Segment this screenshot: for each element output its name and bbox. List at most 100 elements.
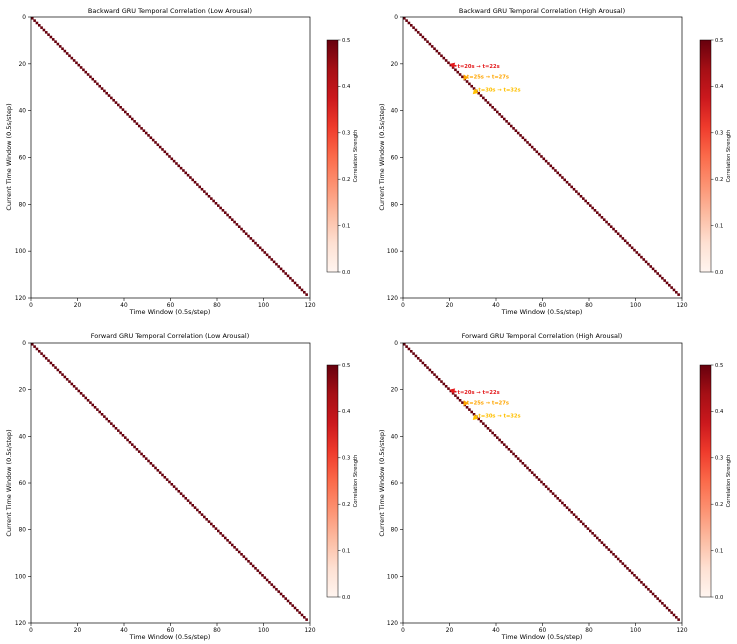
heatmap-cell [279, 592, 283, 596]
heatmap-cell [233, 220, 236, 224]
heatmap-cell [498, 113, 501, 116]
colorbar-tick-label: 0.2 [342, 502, 350, 508]
heatmap-cell [226, 539, 229, 542]
heatmap-cell [168, 480, 171, 484]
panel-title: Forward GRU Temporal Correlation (High A… [462, 332, 623, 340]
panel-title: Forward GRU Temporal Correlation (Low Ar… [91, 332, 250, 340]
heatmap-cell [461, 401, 464, 404]
heatmap-cell [130, 117, 134, 121]
heatmap-cell [147, 134, 150, 137]
heatmap-cell [263, 576, 267, 579]
x-tick-label: 100 [258, 303, 269, 309]
heatmap-cell [549, 490, 553, 493]
heatmap-cell [221, 534, 225, 537]
heatmap-cell [456, 70, 460, 74]
y-tick-label: 40 [19, 109, 27, 115]
heatmap-cell [626, 567, 629, 570]
heatmap-cell [54, 40, 57, 44]
x-tick-label: 40 [492, 303, 500, 309]
heatmap-cell [602, 543, 606, 547]
heatmap-cell [200, 187, 204, 191]
heatmap-cell [635, 576, 639, 579]
heatmap-cell [98, 84, 101, 88]
heatmap-cell [154, 466, 157, 470]
heatmap-cell [247, 234, 250, 238]
heatmap-cell [124, 436, 127, 439]
heatmap-cell [175, 162, 178, 165]
x-tick-label: 40 [120, 628, 128, 634]
heatmap-cell [605, 546, 608, 549]
heatmap-cell [277, 265, 281, 268]
heatmap-cell [563, 178, 566, 182]
heatmap-cell [568, 508, 571, 512]
heatmap-cell [519, 459, 522, 463]
heatmap-cell [421, 361, 425, 365]
heatmap-cell [117, 429, 120, 432]
heatmap-cell [124, 110, 127, 114]
heatmap-cell [614, 555, 618, 558]
heatmap-cell [586, 201, 590, 205]
annotation-arrowhead [449, 62, 456, 69]
heatmap-cell [472, 87, 476, 90]
x-tick-label: 40 [120, 303, 128, 309]
heatmap-cell [154, 141, 157, 144]
x-tick-label: 0 [401, 628, 405, 634]
heatmap-cell [112, 424, 115, 428]
heatmap-cell [637, 578, 641, 582]
heatmap-cell [512, 452, 515, 456]
heatmap-cell [207, 194, 211, 198]
heatmap-cell [579, 194, 583, 198]
heatmap-cell [189, 501, 192, 505]
colorbar-tick-label: 0.5 [715, 363, 723, 369]
heatmap-cell [282, 595, 285, 598]
heatmap-cell [419, 359, 422, 362]
heatmap-cell [605, 220, 608, 224]
heatmap-cell [642, 258, 646, 261]
heatmap-cell [230, 543, 234, 547]
heatmap-cell [184, 171, 188, 175]
x-tick-label: 20 [446, 303, 454, 309]
heatmap-cell [614, 230, 618, 233]
heatmap-cell [165, 478, 169, 481]
heatmap-cell [528, 143, 532, 147]
heatmap-cell [31, 343, 34, 346]
colorbar: 0.0 0.1 0.2 0.3 0.4 0.5 [326, 38, 351, 276]
heatmap-cell [630, 246, 634, 250]
heatmap-cell [563, 504, 566, 507]
heatmap-cell [630, 571, 634, 575]
heatmap-cell [40, 352, 43, 355]
heatmap-cell [442, 382, 446, 386]
heatmap-cell [512, 127, 515, 130]
x-tick-label: 120 [676, 628, 687, 634]
heatmap-cell [628, 569, 632, 572]
heatmap-cell [84, 396, 88, 400]
heatmap-cell [254, 567, 257, 570]
x-tick-label: 0 [401, 303, 405, 309]
x-tick-label: 60 [539, 303, 547, 309]
heatmap-cell [156, 469, 160, 472]
heatmap-cell [126, 113, 129, 116]
heatmap-cell [196, 183, 199, 186]
x-tick-label: 100 [630, 628, 641, 634]
heatmap-cell [282, 269, 285, 273]
heatmap-cell [107, 94, 111, 97]
annotation-label: t=25s → t=27s [467, 401, 509, 407]
colorbar-tick-label: 0.1 [342, 223, 350, 229]
heatmap-cell [163, 476, 167, 479]
heatmap-cell [530, 145, 534, 149]
heatmap-cell [542, 157, 546, 161]
heatmap-cell [219, 532, 222, 535]
heatmap-cell [570, 185, 573, 189]
heatmap-cell [135, 122, 139, 125]
x-axis-label: Time Window (0.5s/step) [129, 308, 211, 316]
colorbar-tick-label: 0.5 [342, 38, 350, 44]
heatmap-cell [565, 180, 569, 184]
heatmap-cell [291, 604, 294, 607]
x-axis-label: Time Window (0.5s/step) [129, 633, 211, 641]
heatmap-cell [291, 279, 294, 282]
heatmap-cell [577, 192, 580, 196]
heatmap-cell [677, 618, 680, 621]
heatmap-cell [407, 21, 411, 25]
heatmap-cell [514, 129, 518, 132]
